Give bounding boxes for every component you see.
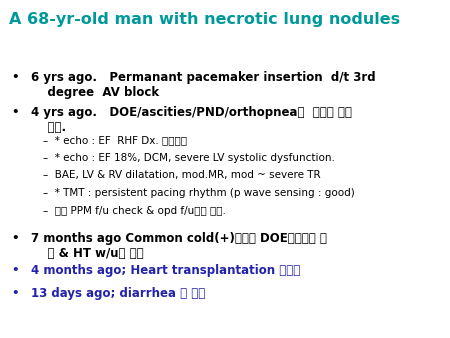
Text: 4 yrs ago.   DOE/ascities/PND/orthopnea로  지방대 병원
    입원.: 4 yrs ago. DOE/ascities/PND/orthopnea로 지… (31, 106, 351, 135)
Text: 6 yrs ago.   Permanant pacemaker insertion  d/t 3rd
    degree  AV block: 6 yrs ago. Permanant pacemaker insertion… (31, 71, 375, 99)
Text: 13 days ago; diarrhea 로 입원: 13 days ago; diarrhea 로 입원 (31, 287, 205, 299)
Text: –  이후 PPM f/u check & opd f/u하며 지냄.: – 이후 PPM f/u check & opd f/u하며 지냄. (43, 206, 225, 216)
Text: •: • (11, 287, 19, 299)
Text: 7 months ago Common cold(+)발생후 DOE악화되어 입
    원 & HT w/u후 퇴원: 7 months ago Common cold(+)발생후 DOE악화되어 입… (31, 232, 327, 260)
Text: –  * echo : EF 18%, DCM, severe LV systolic dysfunction.: – * echo : EF 18%, DCM, severe LV systol… (43, 153, 335, 163)
Text: –  * echo : EF  RHF Dx. 입원치료: – * echo : EF RHF Dx. 입원치료 (43, 135, 187, 145)
Text: –  BAE, LV & RV dilatation, mod.MR, mod ~ severe TR: – BAE, LV & RV dilatation, mod.MR, mod ~… (43, 170, 320, 180)
Text: •: • (11, 264, 19, 277)
Text: 4 months ago; Heart transplantation 시행함: 4 months ago; Heart transplantation 시행함 (31, 264, 300, 277)
Text: •: • (11, 71, 19, 84)
Text: •: • (11, 106, 19, 119)
Text: A 68-yr-old man with necrotic lung nodules: A 68-yr-old man with necrotic lung nodul… (9, 12, 400, 27)
Text: –  * TMT : persistent pacing rhythm (p wave sensing : good): – * TMT : persistent pacing rhythm (p wa… (43, 188, 355, 198)
Text: •: • (11, 232, 19, 244)
